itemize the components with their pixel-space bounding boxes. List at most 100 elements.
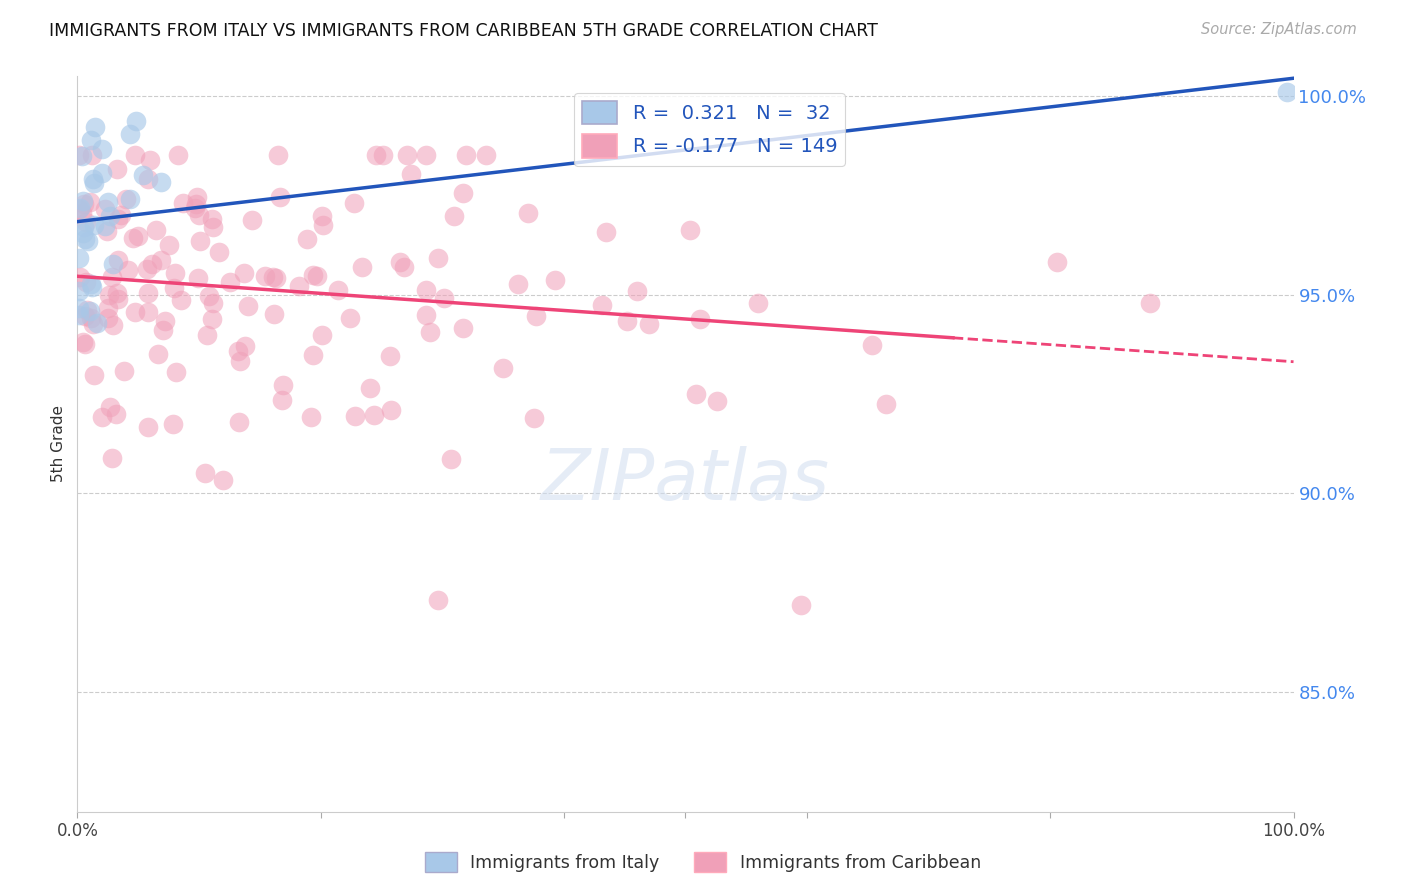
Point	[104, 407, 127, 421]
Point	[167, 148, 190, 162]
Point	[875, 397, 897, 411]
Point	[433, 291, 456, 305]
Point	[689, 312, 711, 326]
Point	[595, 225, 617, 239]
Point	[82, 280, 104, 294]
Point	[1046, 254, 1069, 268]
Point	[208, 245, 231, 260]
Point	[524, 310, 547, 324]
Point	[262, 270, 284, 285]
Point	[389, 255, 412, 269]
Point	[344, 409, 367, 424]
Y-axis label: 5th Grade: 5th Grade	[51, 405, 66, 483]
Point	[228, 416, 250, 430]
Point	[136, 172, 159, 186]
Point	[269, 190, 291, 204]
Point	[475, 148, 498, 162]
Point	[202, 296, 225, 310]
Point	[72, 206, 94, 220]
Text: IMMIGRANTS FROM ITALY VS IMMIGRANTS FROM CARIBBEAN 5TH GRADE CORRELATION CHART: IMMIGRANTS FROM ITALY VS IMMIGRANTS FROM…	[49, 22, 879, 40]
Point	[145, 223, 167, 237]
Point	[79, 303, 101, 318]
Point	[118, 192, 141, 206]
Point	[371, 148, 394, 162]
Point	[451, 320, 474, 334]
Point	[263, 307, 285, 321]
Point	[399, 167, 422, 181]
Point	[679, 223, 702, 237]
Point	[96, 224, 118, 238]
Point	[80, 148, 103, 162]
Point	[94, 219, 117, 233]
Point	[97, 195, 120, 210]
Point	[544, 273, 567, 287]
Point	[163, 281, 186, 295]
Point	[443, 209, 465, 223]
Point	[359, 381, 381, 395]
Point	[1139, 295, 1161, 310]
Point	[233, 338, 256, 352]
Point	[159, 237, 181, 252]
Point	[165, 266, 187, 280]
Point	[165, 365, 187, 379]
Point	[69, 201, 91, 215]
Point	[1277, 85, 1299, 99]
Point	[170, 293, 193, 307]
Point	[197, 327, 219, 342]
Point	[82, 318, 104, 332]
Point	[101, 318, 124, 332]
Point	[616, 314, 638, 328]
Point	[79, 194, 101, 209]
Point	[136, 286, 159, 301]
Point	[201, 311, 224, 326]
Point	[83, 120, 105, 135]
Point	[83, 218, 105, 232]
Point	[523, 410, 546, 425]
Point	[127, 228, 149, 243]
Point	[366, 148, 388, 162]
Point	[100, 209, 122, 223]
Point	[392, 260, 415, 274]
Point	[97, 311, 120, 326]
Point	[328, 283, 350, 297]
Point	[302, 348, 325, 362]
Point	[592, 298, 614, 312]
Point	[311, 209, 333, 223]
Point	[229, 353, 252, 368]
Point	[97, 301, 120, 315]
Point	[419, 326, 441, 340]
Point	[80, 277, 103, 292]
Point	[415, 148, 437, 162]
Point	[363, 408, 385, 422]
Point	[72, 335, 94, 350]
Point	[91, 410, 114, 425]
Point	[343, 195, 366, 210]
Point	[232, 266, 254, 280]
Point	[80, 310, 103, 325]
Point	[125, 113, 148, 128]
Point	[149, 175, 172, 189]
Point	[506, 277, 529, 291]
Text: ZIPatlas: ZIPatlas	[541, 446, 830, 515]
Point	[451, 186, 474, 200]
Point	[73, 219, 96, 234]
Point	[240, 213, 263, 227]
Point	[264, 271, 287, 285]
Point	[107, 212, 129, 227]
Point	[236, 299, 259, 313]
Point	[101, 257, 124, 271]
Text: Source: ZipAtlas.com: Source: ZipAtlas.com	[1201, 22, 1357, 37]
Point	[124, 148, 146, 162]
Point	[76, 302, 98, 317]
Point	[440, 452, 463, 467]
Point	[138, 153, 160, 167]
Point	[202, 219, 225, 234]
Point	[187, 270, 209, 285]
Point	[72, 194, 94, 209]
Point	[67, 308, 90, 322]
Point	[790, 598, 813, 612]
Point	[91, 142, 114, 156]
Point	[162, 417, 184, 431]
Point	[105, 161, 128, 176]
Legend: R =  0.321   N =  32, R = -0.177   N = 149: R = 0.321 N = 32, R = -0.177 N = 149	[575, 93, 845, 166]
